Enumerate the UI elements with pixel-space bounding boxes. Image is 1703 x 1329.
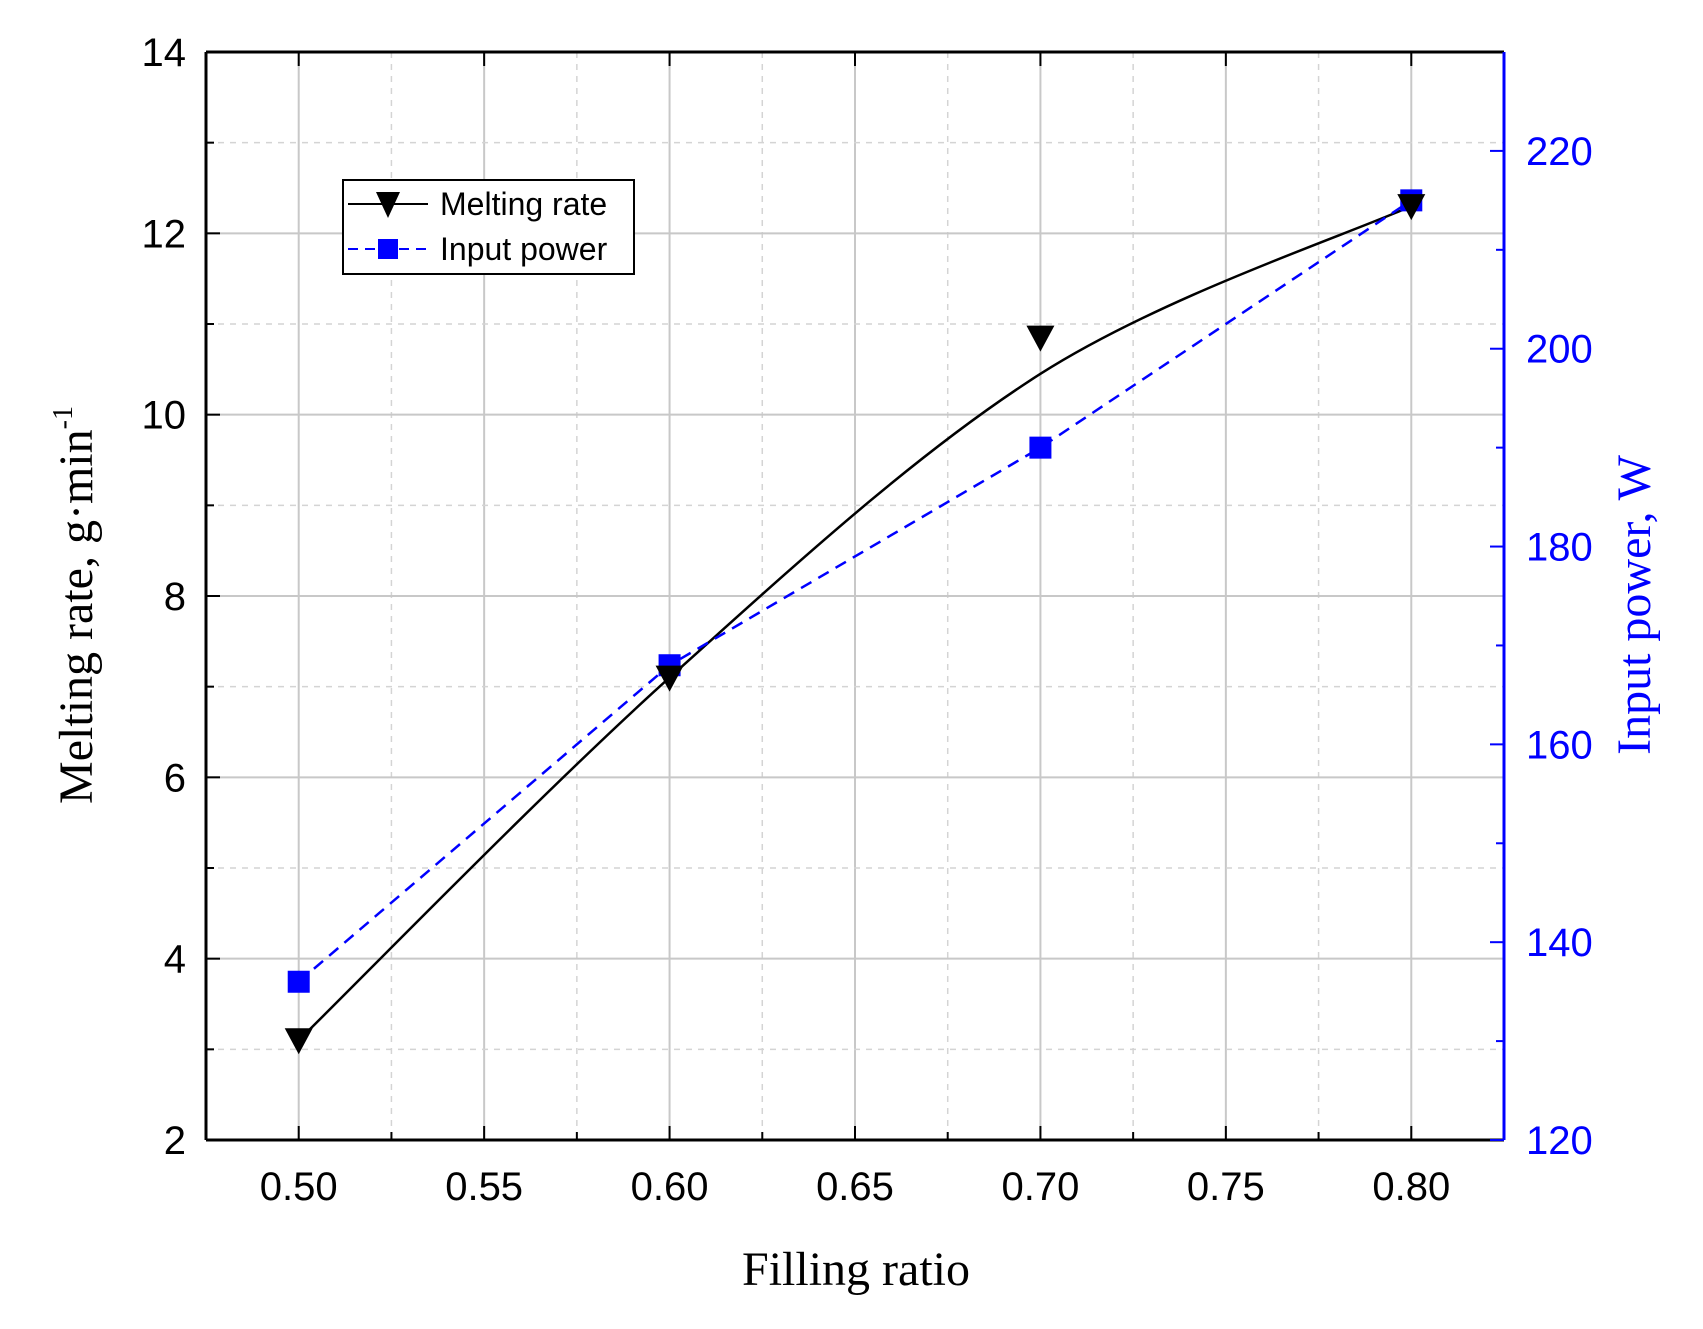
x-axis-title: Filling ratio [742,1243,970,1296]
input-power-point [1029,436,1052,459]
legend: Melting rate Input power [342,179,635,275]
series-line-input-power [297,199,1412,983]
legend-label-melting-rate: Melting rate [440,186,607,222]
melting-rate-point [1397,194,1426,221]
y-tick-label: 14 [142,31,187,75]
y-tick-label: 2 [164,1119,186,1163]
y2-tick-label: 120 [1526,1119,1593,1163]
melting-rate-point [284,1028,313,1055]
y2-tick-label: 140 [1526,921,1593,965]
y-tick-label: 10 [142,394,187,438]
legend-marker-input-power [378,239,398,259]
x-tick-label: 0.70 [1001,1165,1079,1209]
x-tick-label: 0.80 [1372,1165,1450,1209]
melting-rate-point [1026,325,1055,352]
input-power-point [287,970,310,993]
x-tick-label: 0.65 [816,1165,894,1209]
y2-tick-label: 180 [1526,526,1593,570]
x-tick-label: 0.50 [260,1165,338,1209]
y2-tick-label: 200 [1526,328,1593,372]
melting-rate-point [655,665,684,692]
y-tick-label: 12 [142,212,187,256]
grid [206,52,1504,1140]
y-axis-title-main: Melting rate, g·min [50,429,103,804]
x-tick-label: 0.55 [445,1165,523,1209]
x-tick-label: 0.60 [631,1165,709,1209]
y2-tick-label: 160 [1526,723,1593,767]
y-axis-title: Melting rate, g·min-1 [48,406,103,804]
y-tick-label: 8 [164,575,186,619]
y-tick-label: 4 [164,938,186,982]
legend-marker-melting-rate [376,192,400,218]
axes [204,50,1506,1142]
legend-label-input-power: Input power [440,231,608,267]
tick-labels: 2 4 6 8 10 12 14 0.50 0.55 0.60 0.65 0.70 0.75 0.80 12… [142,31,1593,1209]
y-axis-title-superscript: -1 [48,406,79,429]
series-layer [284,189,1426,1055]
y2-axis-title: Input power, W [1608,454,1661,754]
y-tick-label: 6 [164,756,186,800]
series-line-melting-rate [297,204,1412,1042]
x-tick-label: 0.75 [1187,1165,1265,1209]
y2-tick-label: 220 [1526,130,1593,174]
